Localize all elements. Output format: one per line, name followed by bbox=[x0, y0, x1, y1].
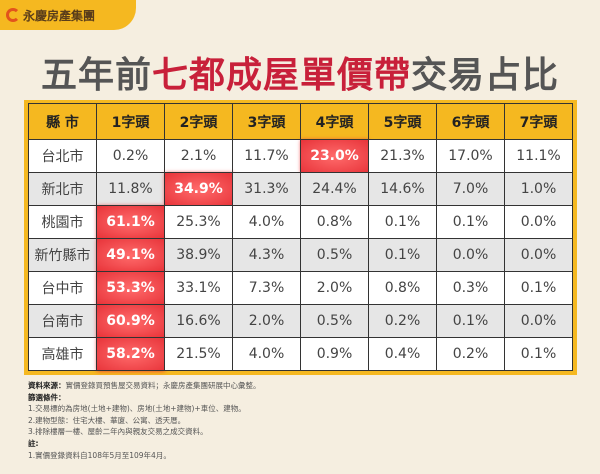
table-row: 高雄市 58.2% 21.5% 4.0% 0.9% 0.4% 0.2% 0.1% bbox=[28, 337, 573, 371]
source-text: 實價登錄買預售屋交易資料；永慶房產集團研展中心彙整。 bbox=[65, 381, 261, 390]
value-cell: 0.4% bbox=[368, 337, 437, 371]
value-cell: 0.0% bbox=[504, 205, 573, 239]
highlight-cell: 34.9% bbox=[164, 172, 233, 206]
column-header: 4字頭 bbox=[300, 103, 369, 140]
value-cell: 4.0% bbox=[232, 337, 301, 371]
filter-item: 1.交易標的為房地(土地+建物)、房地(土地+建物)+車位、建物。 bbox=[28, 404, 246, 414]
highlight-cell: 23.0% bbox=[300, 139, 369, 173]
value-cell: 0.8% bbox=[368, 271, 437, 305]
value-cell: 0.1% bbox=[436, 304, 505, 338]
filter-item: 3.排除樓層一樓、屋齡二年內與親友交易之成交資料。 bbox=[28, 427, 208, 437]
title-highlight: 七都成屋單價帶 bbox=[151, 55, 411, 96]
city-cell: 高雄市 bbox=[28, 337, 97, 371]
value-cell: 0.8% bbox=[300, 205, 369, 239]
value-cell: 4.3% bbox=[232, 238, 301, 272]
value-cell: 0.1% bbox=[368, 205, 437, 239]
city-cell: 桃園市 bbox=[28, 205, 97, 239]
table-row: 台南市 60.9% 16.6% 2.0% 0.5% 0.2% 0.1% 0.0% bbox=[28, 304, 573, 338]
brand-name: 永慶房產集團 bbox=[23, 8, 96, 23]
value-cell: 7.0% bbox=[436, 172, 505, 206]
value-cell: 0.2% bbox=[436, 337, 505, 371]
highlight-cell: 60.9% bbox=[96, 304, 165, 338]
value-cell: 21.3% bbox=[368, 139, 437, 173]
city-cell: 台中市 bbox=[28, 271, 97, 305]
column-header: 7字頭 bbox=[504, 103, 573, 140]
value-cell: 11.7% bbox=[232, 139, 301, 173]
footnotes: 資料來源：實價登錄買預售屋交易資料；永慶房產集團研展中心彙整。 篩選條件： 1.… bbox=[28, 380, 261, 461]
value-cell: 16.6% bbox=[164, 304, 233, 338]
value-cell: 21.5% bbox=[164, 337, 233, 371]
note-label: 註: bbox=[28, 438, 39, 448]
value-cell: 0.1% bbox=[368, 238, 437, 272]
value-cell: 33.1% bbox=[164, 271, 233, 305]
value-cell: 2.0% bbox=[232, 304, 301, 338]
source-label: 資料來源： bbox=[28, 381, 66, 390]
value-cell: 38.9% bbox=[164, 238, 233, 272]
table-row: 台北市 0.2% 2.1% 11.7% 23.0% 21.3% 17.0% 11.1% bbox=[28, 139, 573, 173]
value-cell: 1.0% bbox=[504, 172, 573, 206]
column-header: 5字頭 bbox=[368, 103, 437, 140]
value-cell: 0.9% bbox=[300, 337, 369, 371]
value-cell: 0.3% bbox=[436, 271, 505, 305]
highlight-cell: 61.1% bbox=[96, 205, 165, 239]
city-cell: 台北市 bbox=[28, 139, 97, 173]
city-cell: 新北市 bbox=[28, 172, 97, 206]
brand-logo: 永慶房產集團 bbox=[0, 0, 136, 30]
title-post: 交易占比 bbox=[411, 55, 560, 96]
table-row: 新北市 11.8% 34.9% 31.3% 24.4% 14.6% 7.0% 1.0% bbox=[28, 172, 573, 206]
table-row: 桃園市 61.1% 25.3% 4.0% 0.8% 0.1% 0.1% 0.0% bbox=[28, 205, 573, 239]
value-cell: 25.3% bbox=[164, 205, 233, 239]
value-cell: 31.3% bbox=[232, 172, 301, 206]
value-cell: 0.1% bbox=[436, 205, 505, 239]
value-cell: 4.0% bbox=[232, 205, 301, 239]
highlight-cell: 58.2% bbox=[96, 337, 165, 371]
value-cell: 0.5% bbox=[300, 304, 369, 338]
city-cell: 新竹縣市 bbox=[28, 238, 97, 272]
value-cell: 11.8% bbox=[96, 172, 165, 206]
city-cell: 台南市 bbox=[28, 304, 97, 338]
column-header: 1字頭 bbox=[96, 103, 165, 140]
value-cell: 0.0% bbox=[436, 238, 505, 272]
value-cell: 0.0% bbox=[504, 238, 573, 272]
value-cell: 0.2% bbox=[96, 139, 165, 173]
price-band-table: 縣 市 1字頭 2字頭 3字頭 4字頭 5字頭 6字頭 7字頭 台北市 0.2% 2.1% 11.7… bbox=[24, 100, 577, 375]
highlight-cell: 49.1% bbox=[96, 238, 165, 272]
column-header: 6字頭 bbox=[436, 103, 505, 140]
logo-icon bbox=[6, 8, 20, 22]
value-cell: 24.4% bbox=[300, 172, 369, 206]
value-cell: 14.6% bbox=[368, 172, 437, 206]
filter-item: 2.建物型態：住宅大樓、華廈、公寓、透天厝。 bbox=[28, 415, 186, 425]
table-header: 縣 市 1字頭 2字頭 3字頭 4字頭 5字頭 6字頭 7字頭 bbox=[28, 103, 573, 140]
value-cell: 7.3% bbox=[232, 271, 301, 305]
value-cell: 0.0% bbox=[504, 304, 573, 338]
page-title: 五年前七都成屋單價帶交易占比 bbox=[0, 46, 600, 98]
value-cell: 0.2% bbox=[368, 304, 437, 338]
note-text: 1.實價登錄資料自108年5月至109年4月。 bbox=[28, 450, 171, 460]
highlight-cell: 53.3% bbox=[96, 271, 165, 305]
value-cell: 0.1% bbox=[504, 337, 573, 371]
value-cell: 2.0% bbox=[300, 271, 369, 305]
value-cell: 2.1% bbox=[164, 139, 233, 173]
table-row: 新竹縣市 49.1% 38.9% 4.3% 0.5% 0.1% 0.0% 0.0% bbox=[28, 238, 573, 272]
column-header: 3字頭 bbox=[232, 103, 301, 140]
table-row: 台中市 53.3% 33.1% 7.3% 2.0% 0.8% 0.3% 0.1% bbox=[28, 271, 573, 305]
column-header: 2字頭 bbox=[164, 103, 233, 140]
value-cell: 11.1% bbox=[504, 139, 573, 173]
value-cell: 17.0% bbox=[436, 139, 505, 173]
title-pre: 五年前 bbox=[40, 55, 152, 96]
value-cell: 0.1% bbox=[504, 271, 573, 305]
filter-label: 篩選條件： bbox=[28, 392, 66, 402]
column-header: 縣 市 bbox=[28, 103, 97, 140]
value-cell: 0.5% bbox=[300, 238, 369, 272]
